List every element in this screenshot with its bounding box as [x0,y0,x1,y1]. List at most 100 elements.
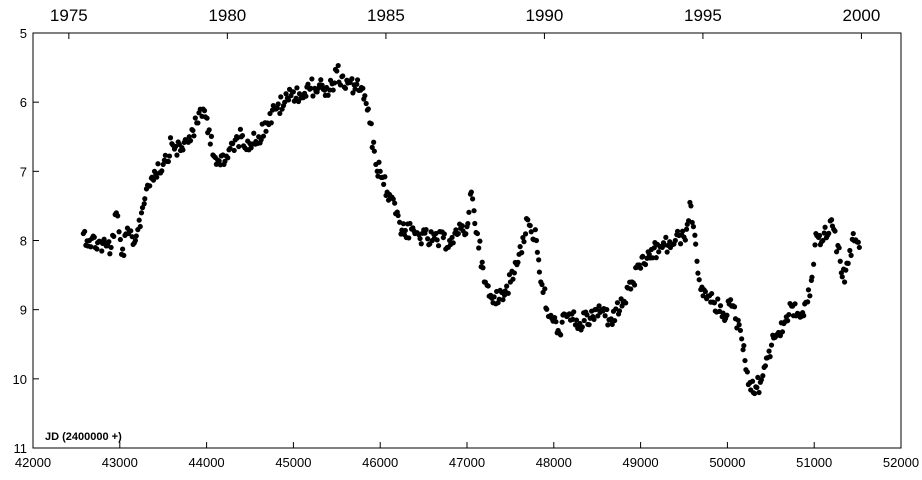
data-point [395,212,401,219]
data-point [349,76,355,82]
data-point [816,232,823,239]
data-point [283,91,289,97]
data-point [449,234,455,241]
data-point [363,100,369,107]
data-point [856,244,862,251]
data-point [472,220,478,227]
data-point [740,347,746,353]
data-point [455,230,461,237]
data-point [692,232,698,238]
data-point [663,234,669,240]
data-point [106,239,112,245]
data-point [417,235,423,242]
data-point [208,133,215,139]
x-tick-label: 50000 [709,455,745,470]
y-tick-label: 5 [20,26,27,41]
data-point [479,259,485,265]
data-point [381,181,387,187]
data-point [303,93,309,99]
data-point [115,213,121,219]
data-point [828,217,835,223]
data-point [480,265,486,271]
data-point [693,241,699,247]
data-point [139,205,146,211]
data-point [277,110,283,117]
data-point [305,81,311,87]
data-point [850,230,856,237]
data-point [528,229,534,235]
data-point [340,73,346,79]
x-tick-label: 48000 [536,455,572,470]
data-point [525,217,531,223]
data-point [285,97,292,103]
data-point [99,248,105,254]
x-tick-label: 47000 [449,455,485,470]
data-point [596,303,602,309]
data-point [558,332,564,338]
data-point [425,236,431,242]
data-point [485,283,491,289]
data-point [527,222,533,229]
data-point [756,389,762,396]
top-axis: 1975 1980 1985 1990 1995 2000 [50,6,880,39]
data-point [282,99,288,105]
data-point [760,373,766,379]
data-point [392,200,398,206]
data-point [237,126,244,132]
data-point [132,237,139,244]
data-point [330,87,336,93]
data-point [107,251,113,257]
data-point [470,196,476,202]
data-point [517,244,523,250]
data-point [664,249,670,255]
data-point [206,127,212,133]
y-tick-label: 7 [20,164,27,179]
data-point [418,241,424,247]
data-point [695,270,701,276]
data-point [805,299,811,305]
data-point [839,274,845,280]
data-point [371,139,377,145]
year-tick-label: 1980 [208,6,246,25]
data-point [207,141,213,147]
data-point [768,342,775,348]
data-point [656,249,662,255]
data-point [536,257,542,263]
data-point [354,77,361,83]
data-point [522,231,529,237]
data-point [542,286,548,292]
data-points [80,62,862,397]
data-point [142,196,148,202]
data-point [239,132,246,139]
data-point [294,85,300,91]
y-tick-label: 9 [20,303,27,318]
data-point [631,282,638,288]
data-point [463,231,469,237]
data-point [628,286,634,292]
data-point [847,247,853,254]
data-point [623,300,629,306]
data-point [845,260,851,266]
data-point [519,250,525,256]
data-point [758,377,764,383]
data-point [466,209,472,215]
data-point [476,245,482,251]
data-point [295,98,302,105]
data-point [766,348,772,354]
data-point [735,317,741,323]
data-point [586,322,592,328]
data-point [841,279,848,285]
data-point [371,148,377,154]
data-point [362,93,368,99]
data-point [274,105,280,111]
data-point [342,85,349,91]
data-point [812,242,818,248]
data-point [500,297,506,303]
data-point [191,133,197,139]
data-point [786,311,792,318]
data-point [192,115,198,121]
year-tick-label: 2000 [843,6,881,25]
data-point [696,277,702,283]
data-point [204,115,210,121]
data-point [331,80,338,86]
